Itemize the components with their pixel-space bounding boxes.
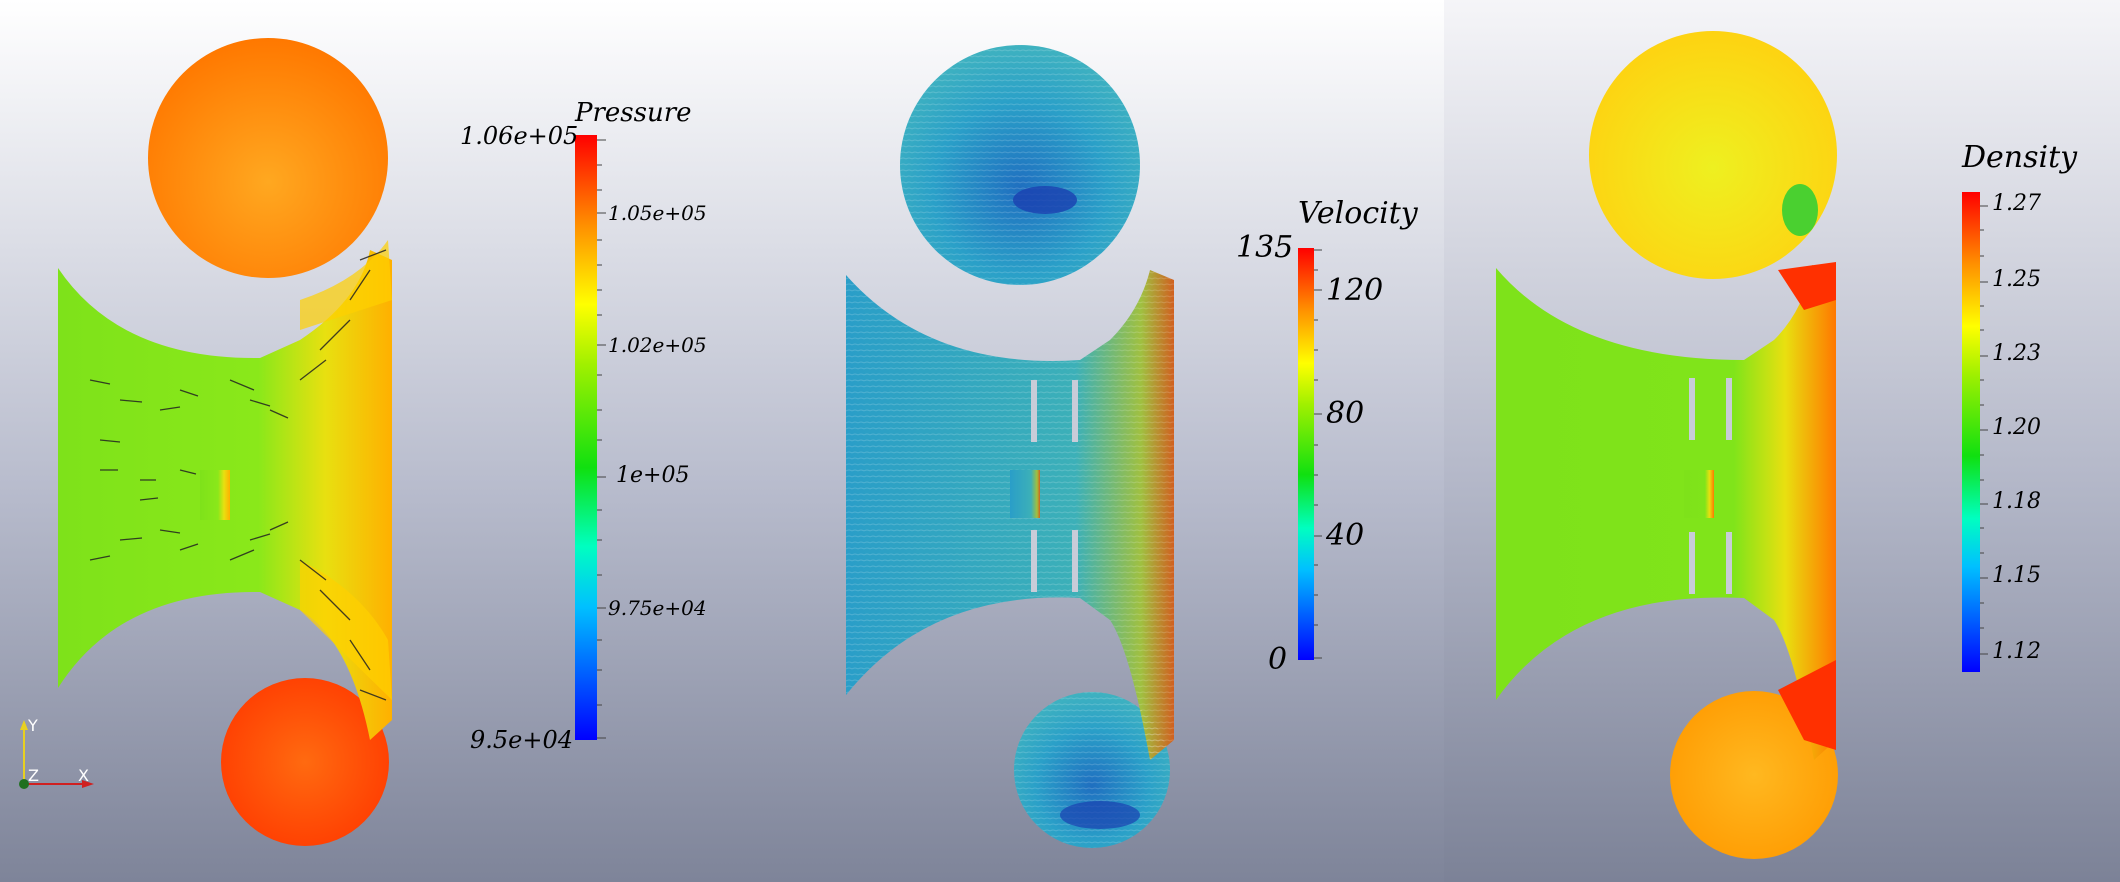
density-tick: 1.27 [1992, 191, 2041, 216]
density-colorbar-ticks [1980, 205, 1988, 655]
orientation-axes: Y Z X [10, 716, 100, 815]
pressure-colorbar-title: Pressure [575, 98, 692, 128]
velocity-tick: 40 [1326, 518, 1365, 553]
pressure-tick: 1e+05 [616, 463, 690, 488]
density-scene [1496, 31, 1988, 859]
axis-label-z: Z [28, 766, 39, 785]
density-colorbar-title: Density [1962, 140, 2078, 175]
density-tick: 1.12 [1992, 639, 2041, 664]
axis-label-x: X [78, 766, 89, 785]
pressure-tick: 1.05e+05 [608, 201, 707, 225]
density-colorbar [1962, 192, 1980, 672]
axis-label-y: Y [28, 716, 38, 735]
velocity-tick-min: 0 [1268, 642, 1288, 677]
velocity-tick: 80 [1326, 396, 1365, 431]
velocity-field [846, 45, 1174, 848]
density-tick: 1.18 [1992, 489, 2041, 514]
pressure-tick: 1.02e+05 [608, 333, 707, 357]
pressure-tick-max: 1.06e+05 [460, 122, 579, 150]
pressure-velocity-scene [58, 38, 1322, 848]
render-view-left[interactable]: Pressure 1.06e+05 1.05e+05 1.02e+05 1e+0… [0, 0, 1444, 882]
pressure-colorbar [575, 135, 597, 740]
pressure-tick-min: 9.5e+04 [470, 726, 574, 754]
pressure-colorbar-ticks [597, 139, 606, 739]
density-tick: 1.25 [1992, 267, 2041, 292]
render-view-density[interactable]: Density 1.27 1.25 1.23 1.20 1.18 1.15 1.… [1444, 0, 2120, 882]
velocity-colorbar [1298, 248, 1314, 660]
density-tick: 1.15 [1992, 563, 2041, 588]
density-tick: 1.23 [1992, 341, 2041, 366]
pressure-tick: 9.75e+04 [608, 596, 707, 620]
pressure-field [58, 38, 392, 846]
velocity-tick: 120 [1326, 273, 1384, 308]
density-tick: 1.20 [1992, 415, 2041, 440]
velocity-tick-max: 135 [1236, 230, 1294, 265]
density-field [1496, 31, 1838, 859]
velocity-colorbar-ticks [1314, 249, 1322, 659]
velocity-colorbar-title: Velocity [1298, 196, 1418, 231]
